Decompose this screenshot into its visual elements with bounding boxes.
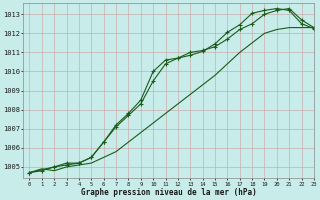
X-axis label: Graphe pression niveau de la mer (hPa): Graphe pression niveau de la mer (hPa) <box>81 188 257 197</box>
